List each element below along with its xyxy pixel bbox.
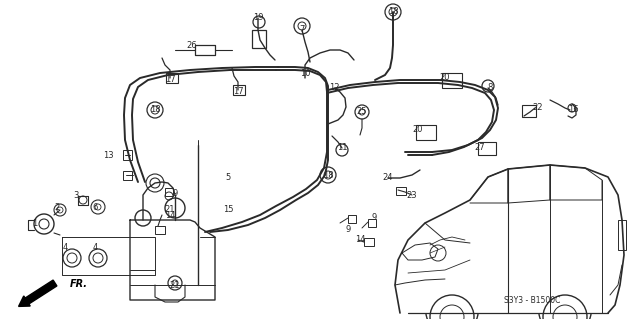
Text: 18: 18 [323, 170, 333, 180]
Text: 4: 4 [92, 243, 98, 253]
Text: 15: 15 [223, 205, 233, 214]
Text: 17: 17 [164, 76, 175, 85]
Text: 21: 21 [170, 280, 180, 290]
Text: 14: 14 [355, 235, 365, 244]
Text: 8: 8 [487, 84, 493, 93]
Text: 9: 9 [371, 213, 376, 222]
Text: 9: 9 [172, 189, 178, 197]
Text: 17: 17 [233, 87, 243, 97]
Bar [252, 30, 266, 48]
Text: 10: 10 [300, 69, 310, 78]
Bar [165, 188, 173, 196]
Text: 18: 18 [388, 8, 398, 17]
Text: 18: 18 [150, 106, 160, 115]
Bar [478, 142, 496, 155]
Text: 6: 6 [92, 203, 98, 211]
Text: 9: 9 [346, 226, 351, 234]
Bar [442, 73, 462, 88]
Text: 24: 24 [383, 174, 393, 182]
Text: 5: 5 [225, 174, 230, 182]
Bar [123, 150, 132, 160]
Bar [618, 220, 626, 250]
Bar [123, 171, 132, 180]
Bar [522, 105, 536, 117]
Text: 16: 16 [568, 106, 579, 115]
Text: 20: 20 [440, 73, 451, 83]
Text: 2: 2 [54, 203, 60, 211]
Text: 23: 23 [406, 190, 417, 199]
Text: 12: 12 [329, 84, 339, 93]
Text: 20: 20 [413, 125, 423, 135]
Text: 14: 14 [164, 211, 175, 219]
FancyArrow shape [19, 280, 57, 307]
Text: 11: 11 [337, 144, 348, 152]
Text: 13: 13 [102, 151, 113, 160]
Text: 25: 25 [356, 108, 367, 116]
Text: 27: 27 [475, 144, 485, 152]
Bar [416, 125, 436, 140]
Text: FR.: FR. [70, 279, 88, 289]
Bar [368, 219, 376, 227]
Text: 7: 7 [300, 26, 305, 34]
Bar [155, 226, 165, 234]
Text: 1: 1 [33, 219, 38, 227]
Text: 22: 22 [532, 103, 543, 113]
Bar [166, 73, 178, 83]
Bar [364, 238, 374, 246]
Text: S3Y3 - B1500C: S3Y3 - B1500C [504, 296, 560, 305]
Text: 4: 4 [62, 243, 68, 253]
Text: 3: 3 [74, 190, 79, 199]
Text: 19: 19 [253, 13, 263, 23]
Bar [396, 187, 406, 195]
Text: 26: 26 [187, 41, 197, 49]
Text: 21: 21 [164, 205, 175, 214]
Bar [233, 85, 245, 95]
Bar [348, 215, 356, 223]
